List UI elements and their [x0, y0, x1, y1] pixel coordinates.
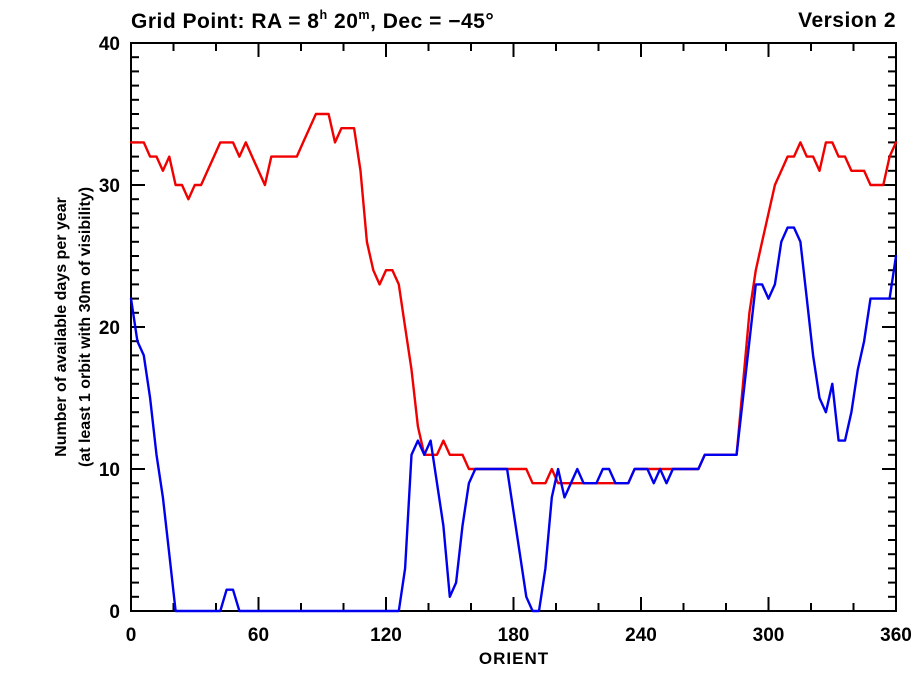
y-tick-label: 30 — [99, 176, 120, 197]
red_series-line — [129, 112, 898, 485]
y-axis-label-line2: (at least 1 orbit with 30m of visibility… — [77, 186, 94, 468]
x-tick-label: 120 — [370, 625, 402, 646]
x-axis-label: ORIENT — [478, 649, 550, 668]
title-text: Grid Point: RA = 8 — [131, 10, 320, 33]
title-superscript-h: h — [319, 7, 328, 22]
axis-box — [130, 42, 897, 612]
y-tick-label: 10 — [99, 460, 120, 481]
x-tick-label: 360 — [880, 625, 912, 646]
y-tick-label: 20 — [99, 318, 120, 339]
x-tick-label: 300 — [753, 625, 785, 646]
x-tick-label: 180 — [498, 625, 530, 646]
y-axis-label-line1: Number of available days per year — [53, 197, 70, 457]
x-tick-label: 60 — [248, 625, 269, 646]
title-text-mid: 20 — [327, 10, 359, 33]
title-superscript-m: m — [358, 7, 371, 22]
y-tick-label: 40 — [99, 34, 120, 55]
y-axis-label: Number of available days per year (at le… — [50, 187, 98, 467]
y-tick-label: 0 — [109, 602, 120, 623]
x-tick-label: 0 — [126, 625, 137, 646]
chart-title: Grid Point: RA = 8h 20m, Dec = −45° — [131, 7, 495, 34]
blue_series-line — [129, 226, 898, 613]
x-tick-label: 240 — [625, 625, 657, 646]
version-label: Version 2 — [798, 9, 896, 32]
title-text-suffix: , Dec = −45° — [370, 10, 495, 33]
